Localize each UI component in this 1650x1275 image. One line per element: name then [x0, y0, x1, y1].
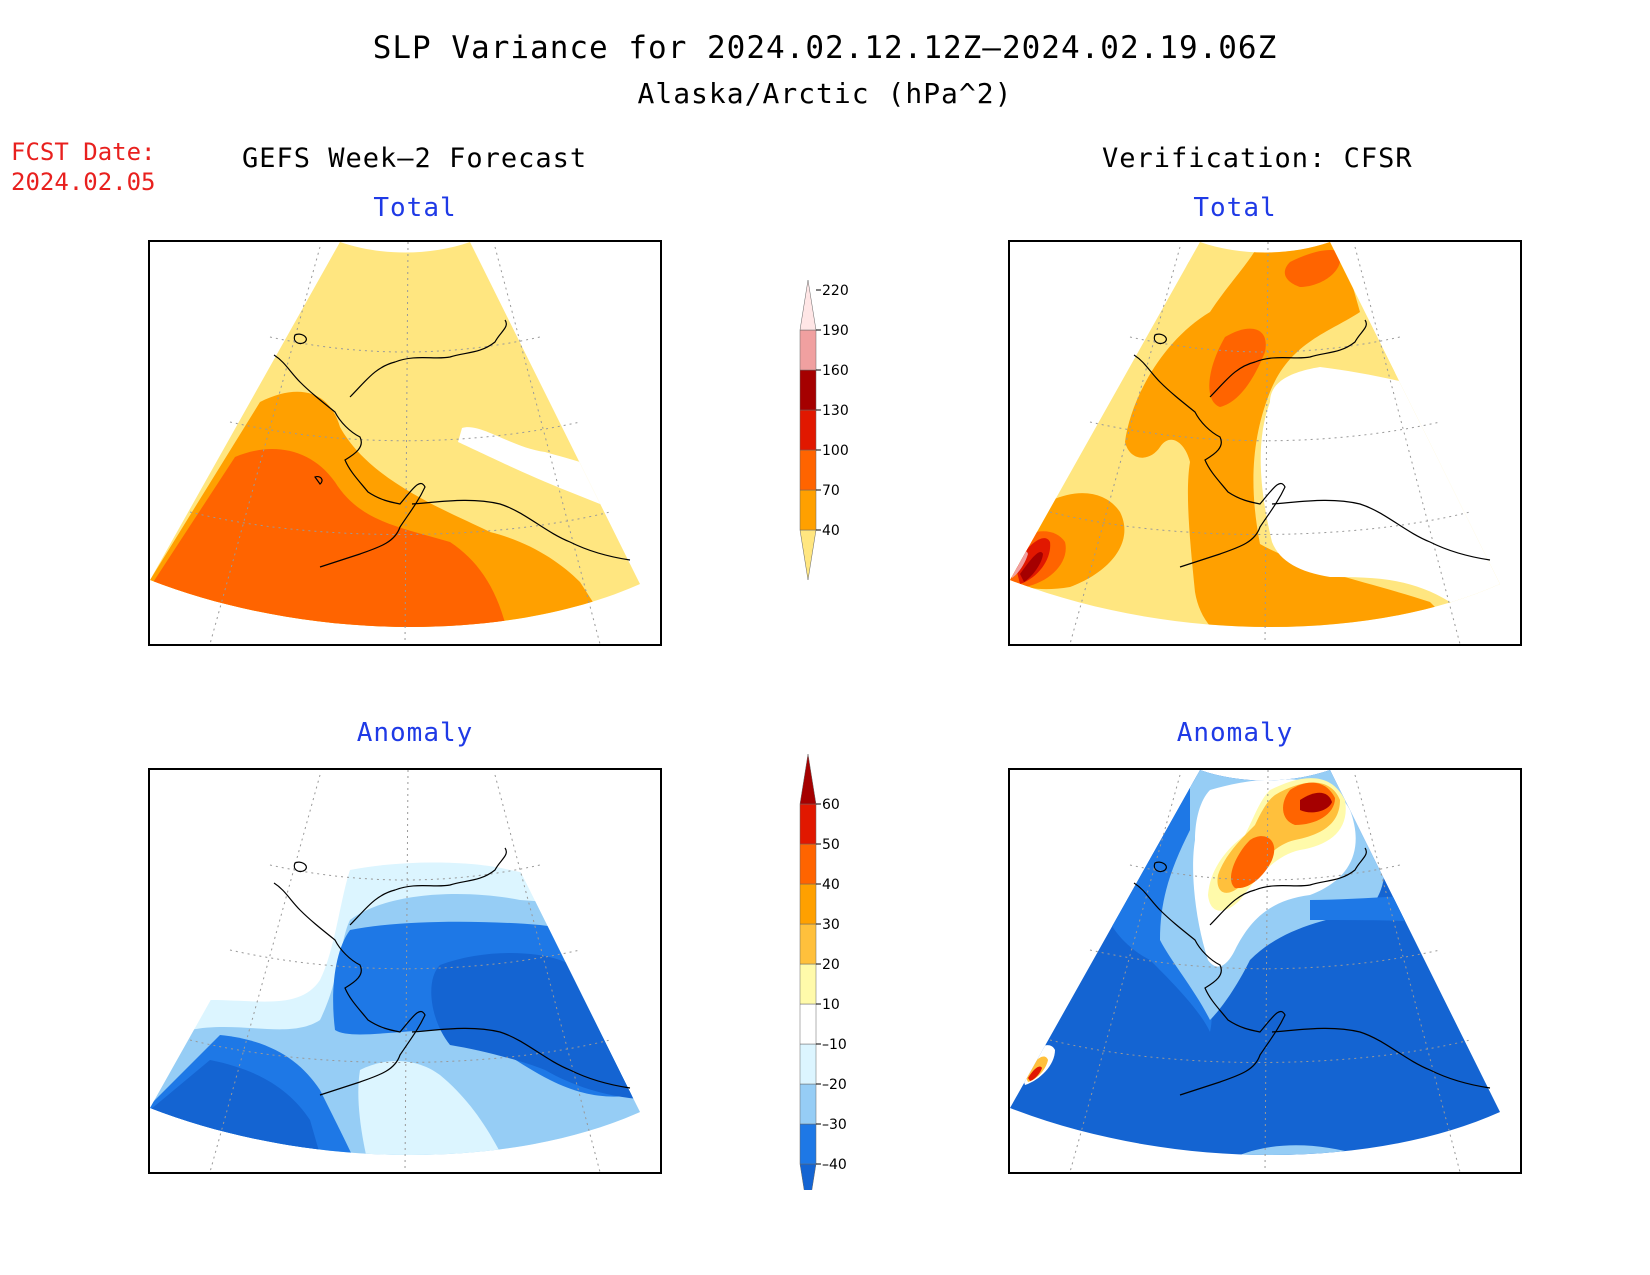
colorbar-anomaly-swatch-5	[799, 963, 817, 1005]
colorbar-anomaly-swatch-2	[799, 1083, 817, 1125]
colorbar-total-swatch-4	[799, 369, 817, 411]
colorbar-total-level-label-0: 40	[822, 523, 840, 539]
page-subtitle: Alaska/Arctic (hPa^2)	[637, 77, 1013, 110]
map-verification-total	[1008, 240, 1522, 646]
colorbar-anomaly-level-label-3: –10	[822, 1037, 847, 1053]
panel-title-forecast-total: Total	[373, 193, 457, 223]
colorbar-anomaly-level-label-5: 20	[822, 957, 840, 973]
anomaly-band-minus-20-minus-10	[358, 1060, 510, 1156]
colorbar-total-level-label-4: 160	[822, 363, 849, 379]
coastline	[273, 319, 631, 568]
colorbar-anomaly-swatch-3	[799, 1043, 817, 1085]
colorbar-total-level-label-2: 100	[822, 443, 849, 459]
colorbar-anomaly-swatch-8	[799, 843, 817, 885]
variance-band-70-100	[1125, 242, 1450, 628]
colorbar-anomaly-level-label-4: 10	[822, 997, 840, 1013]
colorbar-anomaly-level-label-2: –20	[822, 1077, 847, 1093]
colorbar-total-swatch-1	[799, 489, 817, 531]
panel-title-verification-total: Total	[1193, 193, 1277, 223]
map-verification-anomaly	[1008, 768, 1522, 1174]
colorbar-anomaly-swatch-7	[799, 883, 817, 925]
column-heading-verification: Verification: CFSR	[1102, 143, 1413, 174]
variance-band-100-130	[1209, 328, 1266, 407]
colorbar-anomaly-level-label-7: 40	[822, 877, 840, 893]
colorbar-total-swatch-2	[799, 449, 817, 491]
colorbar-total-swatch-0	[799, 529, 817, 581]
colorbar-anomaly-level-label-9: 60	[822, 797, 840, 813]
map-forecast-anomaly	[148, 768, 662, 1174]
colorbar-anomaly-level-label-8: 50	[822, 837, 840, 853]
colorbar-anomaly-swatch-4	[799, 1003, 817, 1045]
colorbar-anomaly-swatch-6	[799, 923, 817, 965]
colorbar-total-level-label-6: 220	[822, 283, 849, 299]
coastline	[273, 847, 631, 1096]
colorbar-total-swatch-3	[799, 409, 817, 451]
page-title: SLP Variance for 2024.02.12.12Z–2024.02.…	[372, 30, 1278, 66]
forecast-date-value: 2024.02.05	[11, 168, 156, 196]
colorbar-total-level-label-1: 70	[822, 483, 840, 499]
colorbar-anomaly-swatch-1	[799, 1123, 817, 1165]
colorbar-anomaly: –40 –30 –20 –10 10 20 30 40 50 60	[799, 753, 847, 1190]
variance-band-100-130	[150, 449, 510, 628]
variance-band-160-190	[1020, 552, 1043, 582]
coastline	[1133, 319, 1491, 568]
colorbar-total-swatch-5	[799, 329, 817, 371]
colorbar-anomaly-swatch-10	[799, 753, 817, 805]
colorbar-anomaly-swatch-0	[799, 1163, 817, 1190]
colorbar-anomaly-swatch-9	[799, 803, 817, 845]
panel-title-forecast-anomaly: Anomaly	[356, 718, 474, 748]
colorbar-anomaly-level-label-6: 30	[822, 917, 840, 933]
colorbar-total: 40 70 100 130 160 190 220	[799, 280, 849, 581]
low-variance-area	[458, 427, 640, 572]
colorbar-total-level-label-3: 130	[822, 403, 849, 419]
colorbar-anomaly-level-label-0: –40	[822, 1157, 847, 1173]
colorbar-total-swatch-6	[799, 280, 817, 331]
anomaly-band-above-60	[1300, 792, 1332, 813]
colorbar-total-level-label-5: 190	[822, 323, 849, 339]
panel-title-verification-anomaly: Anomaly	[1176, 718, 1294, 748]
colorbar-anomaly-level-label-1: –30	[822, 1117, 847, 1133]
forecast-date-label: FCST Date:	[11, 138, 156, 166]
map-forecast-total	[148, 240, 662, 646]
column-heading-forecast: GEFS Week–2 Forecast	[242, 143, 588, 174]
coastline	[1133, 847, 1491, 1096]
graticule	[189, 242, 611, 644]
